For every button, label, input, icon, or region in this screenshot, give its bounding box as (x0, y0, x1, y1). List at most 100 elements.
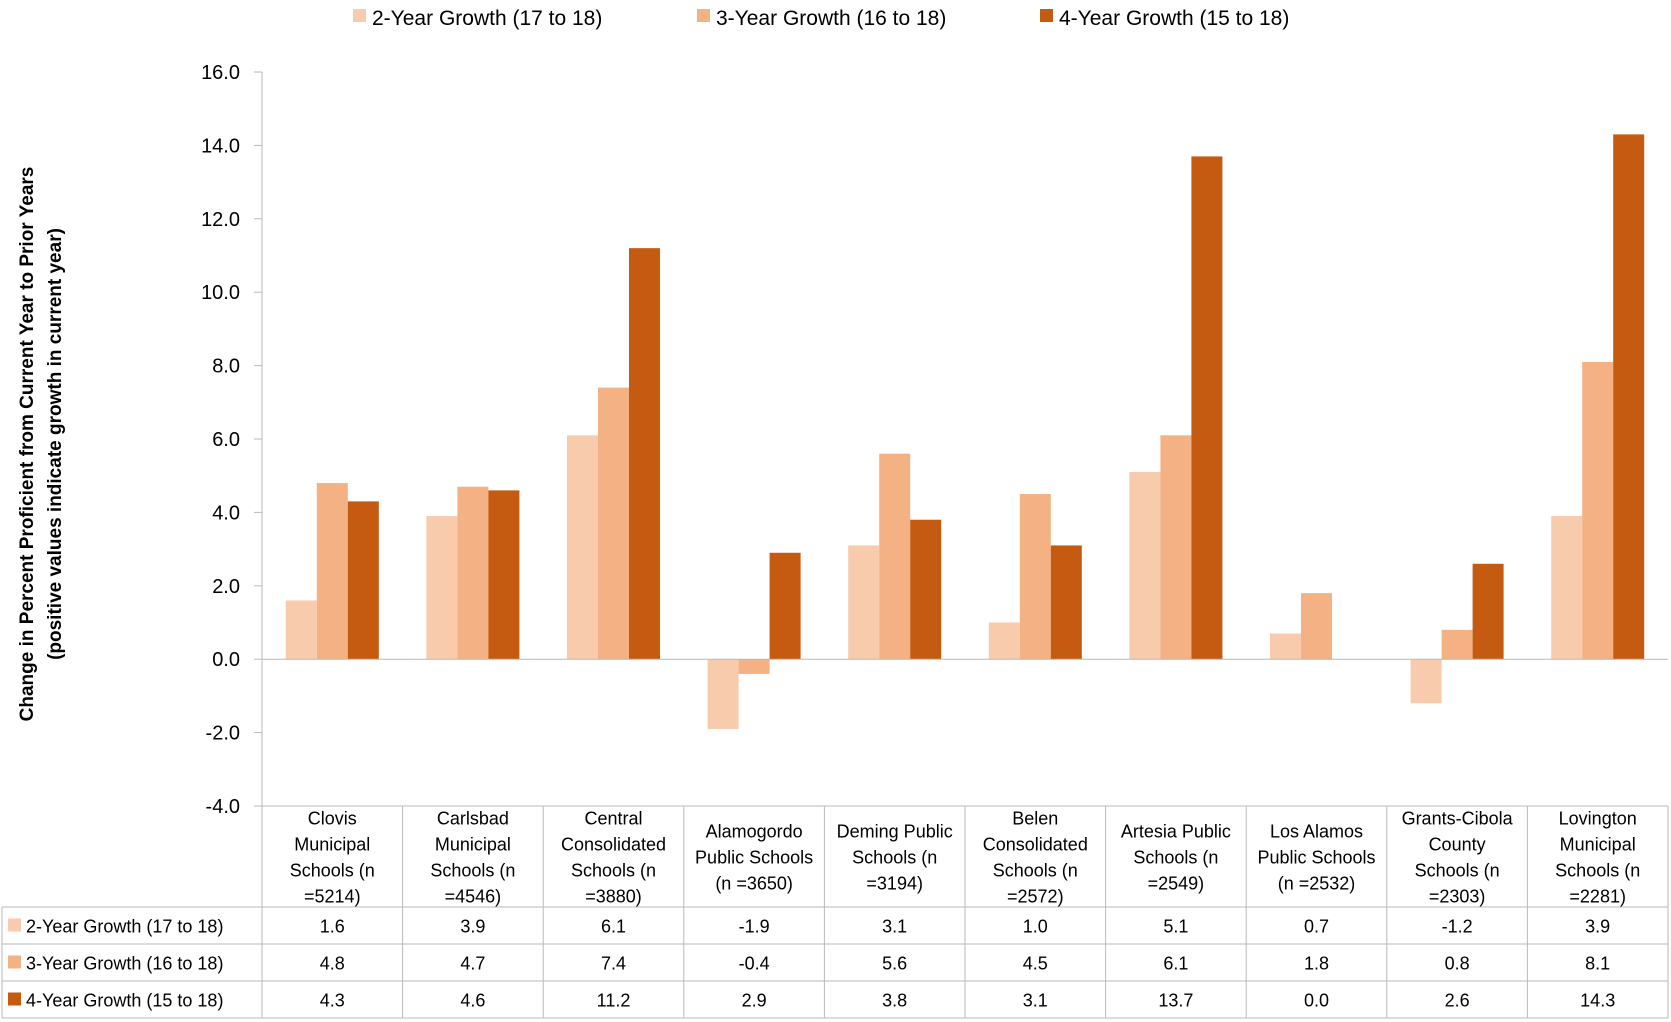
category-label-line: Public Schools (1257, 848, 1375, 868)
legend-label-2: 3-Year Growth (16 to 18) (716, 7, 946, 30)
table-cell-value: 0.7 (1304, 917, 1329, 937)
category-label-line: Schools (n (1133, 848, 1218, 868)
y-tick-label: -2.0 (206, 723, 240, 745)
bar-s3-c4 (769, 552, 801, 660)
table-row-swatch-2 (8, 955, 21, 969)
category-label-line: =4546) (445, 887, 502, 907)
category-label: Grants-Cibola County Schools (n =2303) (1402, 809, 1514, 907)
category-label-line: Municipal (1560, 835, 1636, 855)
bar-s2-c1 (316, 483, 348, 660)
table-cell-value: 1.6 (320, 917, 345, 937)
category-label-line: Schools (n (1555, 861, 1640, 881)
y-tick-labels: 16.0 14.0 12.0 10.0 8.0 6.0 4.0 2.0 0.0 -2.0 -4.0 (201, 62, 240, 818)
table-cell-value: 4.5 (1023, 954, 1048, 974)
bar-s3-c3 (629, 248, 660, 660)
category-label-line: =2281) (1569, 887, 1626, 907)
table-cell-value: 0.0 (1304, 991, 1329, 1011)
category-label-line: Carlsbad (437, 809, 509, 829)
category-label: Los Alamos Public Schools (n =2532) (1257, 822, 1375, 894)
bar-s3-c10 (1613, 134, 1645, 660)
category-label: Alamogordo Public Schools (n =3650) (695, 822, 813, 894)
legend-swatch-3 (1040, 9, 1053, 22)
category-label-line: Grants-Cibola (1402, 809, 1514, 829)
category-label-line: Schools (n (852, 848, 937, 868)
legend: 2-Year Growth (17 to 18) 3-Year Growth (1… (353, 7, 1289, 30)
category-label-line: Artesia Public (1121, 822, 1231, 842)
category-label: Deming Public Schools (n =3194) (837, 822, 953, 894)
y-tick-label: -4.0 (206, 796, 240, 818)
table-cell-value: 11.2 (597, 991, 631, 1011)
category-label-line: Schools (n (430, 861, 515, 881)
table-cell-value: 5.6 (882, 954, 907, 974)
y-tick-label: 4.0 (212, 502, 240, 524)
bar-s3-c7 (1191, 156, 1223, 660)
category-label-line: Central (584, 809, 642, 829)
category-label-line: Los Alamos (1270, 822, 1363, 842)
y-tick-label: 0.0 (212, 649, 240, 671)
table-cell-value: 3.9 (1585, 917, 1610, 937)
bar-s1-c2 (426, 516, 458, 660)
bar-s1-c7 (1129, 472, 1161, 660)
category-label-line: Clovis (308, 809, 357, 829)
table-cell-value: -1.9 (739, 917, 770, 937)
category-label: Lovington Municipal Schools (n =2281) (1555, 809, 1640, 907)
category-label-line: Schools (n (571, 861, 656, 881)
category-label-line: Lovington (1559, 809, 1637, 829)
bar-s2-c8 (1301, 593, 1332, 660)
category-label-line: (n =3650) (715, 874, 793, 894)
category-label-line: Consolidated (983, 835, 1088, 855)
legend-swatch-2 (697, 9, 710, 22)
category-label-line: Consolidated (561, 835, 666, 855)
category-label-line: Schools (n (1415, 861, 1500, 881)
table-cell-value: 5.1 (1163, 917, 1188, 937)
bar-s2-c5 (879, 453, 911, 660)
category-label-line: Public Schools (695, 848, 813, 868)
table-cell-value: 6.1 (1163, 954, 1188, 974)
category-label-line: Belen (1012, 809, 1058, 829)
bar-s1-c10 (1551, 516, 1583, 660)
category-label-line: Municipal (294, 835, 370, 855)
y-axis-label-secondary: (positive values indicate growth in curr… (45, 228, 66, 660)
bar-s2-c6 (1019, 494, 1051, 660)
legend-swatch-1 (353, 9, 366, 22)
table-row-label-2: 3-Year Growth (16 to 18) (26, 954, 223, 974)
table-cell-value: 4.6 (460, 991, 485, 1011)
table-cell-value: 3.9 (460, 917, 485, 937)
bar-s2-c4 (738, 659, 770, 674)
y-tick-label: 10.0 (201, 282, 240, 304)
bar-s2-c9 (1441, 629, 1473, 660)
table-cell-value: 0.8 (1445, 954, 1470, 974)
table-cell-value: 13.7 (1158, 991, 1193, 1011)
table-cell-value: 4.8 (320, 954, 345, 974)
category-label: Belen Consolidated Schools (n =2572) (983, 809, 1088, 907)
category-label-line: =2303) (1429, 887, 1486, 907)
table-cell-value: -1.2 (1442, 917, 1473, 937)
bar-s2-c10 (1582, 361, 1614, 660)
bars (285, 134, 1645, 729)
table-cell-value: 3.1 (882, 917, 907, 937)
table-row-label-3: 4-Year Growth (15 to 18) (26, 991, 223, 1011)
table-cell-value: 4.7 (460, 954, 485, 974)
y-tick-label: 14.0 (201, 135, 240, 157)
category-label-line: =3194) (866, 874, 923, 894)
table-row-swatch-1 (8, 918, 21, 932)
table-cell-value: 2.9 (742, 991, 767, 1011)
table-cell-value: 1.0 (1023, 917, 1048, 937)
category-label: Carlsbad Municipal Schools (n =4546) (430, 809, 515, 907)
category-label-line: =2549) (1148, 874, 1205, 894)
table-row-swatch-3 (8, 992, 21, 1006)
bar-s3-c6 (1050, 545, 1082, 660)
bar-s1-c1 (285, 600, 317, 660)
category-label-line: Deming Public (837, 822, 953, 842)
category-label-line: =3880) (585, 887, 642, 907)
bar-s1-c6 (988, 622, 1020, 660)
table-cell-value: 1.8 (1304, 954, 1329, 974)
category-label-line: =5214) (304, 887, 361, 907)
bar-s1-c4 (707, 659, 739, 729)
category-label-line: County (1429, 835, 1486, 855)
category-label: Clovis Municipal Schools (n =5214) (290, 809, 375, 907)
y-tick-label: 2.0 (212, 576, 240, 598)
table-cell-value: 7.4 (601, 954, 626, 974)
bar-s3-c9 (1472, 563, 1504, 660)
